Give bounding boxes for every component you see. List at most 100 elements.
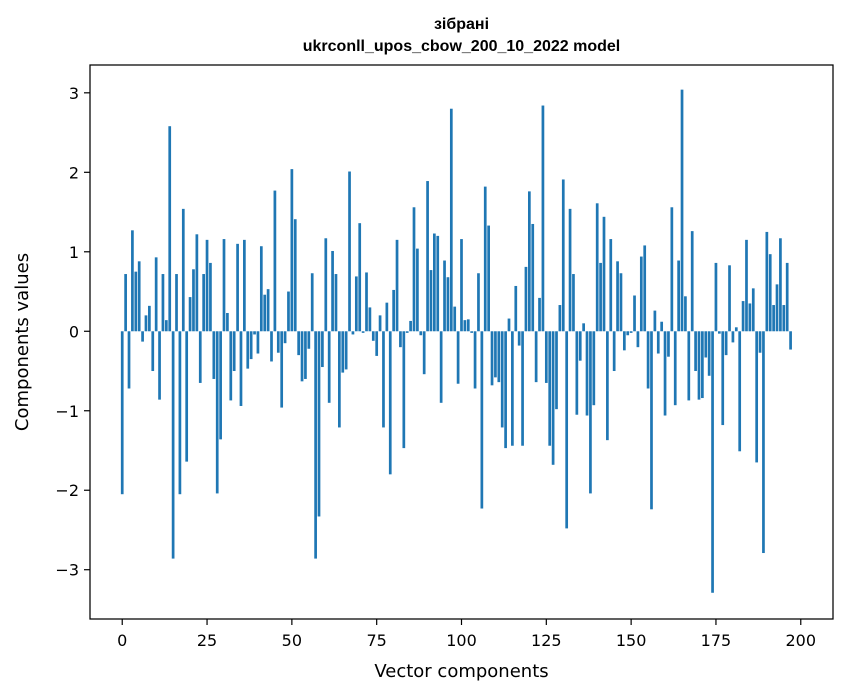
bar: [789, 331, 792, 350]
bar: [734, 327, 738, 332]
y-tick-label: 2: [69, 163, 79, 182]
bar: [341, 331, 345, 373]
bar: [555, 331, 558, 410]
bar: [249, 331, 253, 360]
bar: [653, 310, 657, 332]
bar: [599, 262, 602, 332]
bar: [412, 207, 416, 332]
bar: [185, 331, 189, 462]
bar: [714, 262, 718, 332]
bar: [188, 297, 192, 332]
bar: [582, 323, 585, 332]
bar: [253, 331, 256, 335]
bar: [236, 243, 239, 332]
x-tick-label: 100: [446, 631, 477, 650]
bar: [385, 302, 389, 332]
bar: [321, 331, 324, 368]
bar: [168, 126, 172, 332]
bar: [762, 331, 765, 554]
bar: [629, 331, 633, 333]
bar: [263, 294, 267, 332]
bar: [246, 331, 250, 369]
x-axis-label: Vector components: [374, 661, 548, 682]
bar: [334, 274, 338, 332]
bar: [531, 223, 535, 332]
bar: [181, 208, 185, 332]
bar: [470, 331, 474, 333]
bar: [785, 262, 789, 332]
bar: [548, 331, 552, 446]
bar: [202, 274, 206, 332]
y-tick-label: 3: [69, 84, 79, 103]
bar: [711, 331, 714, 593]
bar: [487, 225, 490, 332]
bar: [443, 260, 446, 332]
bar: [514, 285, 518, 332]
bar: [721, 331, 725, 426]
bar: [141, 331, 144, 342]
bar: [209, 262, 212, 332]
chart-subtitle: ukrconll_upos_cbow_200_10_2022 model: [303, 38, 620, 55]
bar: [528, 191, 531, 332]
bar: [307, 331, 311, 349]
y-axis-ticks: −3 −2 −1 0 1 2 3: [55, 84, 90, 580]
bar: [259, 246, 263, 332]
bar: [192, 269, 195, 332]
bar: [507, 318, 511, 332]
bar: [592, 331, 596, 406]
plot-area-frame: [89, 64, 834, 620]
bar: [338, 331, 341, 428]
bar: [480, 331, 484, 509]
bar: [636, 331, 640, 348]
bar: [215, 331, 219, 494]
bar: [270, 331, 273, 362]
bar: [690, 231, 694, 332]
bar: [572, 274, 575, 332]
bar: [324, 238, 328, 332]
bar: [433, 233, 436, 332]
bar: [426, 181, 429, 332]
bar: [775, 284, 779, 332]
bar: [395, 239, 399, 332]
bar: [660, 321, 664, 332]
bar: [290, 169, 294, 332]
bar: [409, 320, 412, 332]
bar: [568, 208, 572, 332]
bar: [405, 331, 409, 333]
bar: [154, 257, 158, 332]
bar: [717, 331, 721, 334]
bar: [293, 219, 297, 332]
bar: [748, 303, 752, 332]
x-axis-ticks: 0 25 50 75 100 125 150 175 200: [117, 619, 816, 650]
bar: [551, 331, 555, 465]
bar: [684, 296, 687, 332]
bar: [779, 238, 782, 332]
bar: [212, 331, 216, 379]
x-tick-label: 25: [197, 631, 217, 650]
x-tick-label: 200: [785, 631, 816, 650]
bar: [144, 315, 148, 332]
bar: [575, 331, 579, 415]
bar: [578, 331, 582, 361]
bar: [124, 274, 127, 332]
bar: [348, 171, 351, 332]
bar: [606, 331, 609, 441]
bar: [650, 331, 653, 510]
bar: [304, 331, 307, 379]
bar: [226, 312, 229, 332]
bar: [361, 331, 365, 333]
bar: [456, 331, 460, 384]
bar: [524, 266, 528, 332]
bar: [663, 331, 667, 416]
bar: [558, 305, 562, 332]
bar: [477, 273, 480, 332]
bar: [219, 331, 222, 440]
bar: [497, 331, 501, 383]
bar: [239, 331, 243, 406]
bar: [171, 331, 175, 559]
bar: [544, 331, 548, 383]
bar: [595, 203, 599, 332]
bar: [283, 331, 287, 344]
bar: [534, 331, 538, 383]
